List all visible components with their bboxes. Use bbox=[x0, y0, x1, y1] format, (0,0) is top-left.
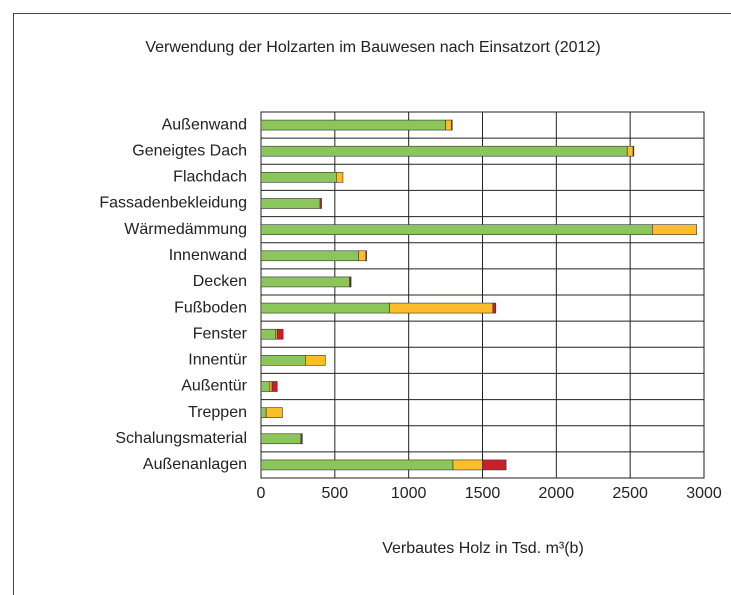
bar-segment bbox=[260, 119, 446, 131]
x-tick-label: 3000 bbox=[686, 485, 722, 502]
bar-segment bbox=[260, 355, 306, 366]
bar-segment bbox=[350, 276, 352, 288]
bar-segment bbox=[365, 250, 367, 262]
y-tick-label: Fußboden bbox=[174, 299, 247, 316]
y-tick-label: Fenster bbox=[193, 325, 248, 342]
bar-segment bbox=[260, 302, 390, 314]
bar-segment bbox=[319, 198, 322, 209]
bar-segment bbox=[358, 250, 367, 262]
bar-segment bbox=[269, 381, 273, 392]
y-tick-label: Treppen bbox=[188, 404, 247, 421]
y-tick-label: Flachdach bbox=[173, 169, 247, 186]
y-tick-label: Außenanlagen bbox=[143, 456, 247, 473]
y-tick-label: Decken bbox=[193, 273, 247, 290]
bar-segment bbox=[260, 276, 350, 288]
y-tick-label: Außentür bbox=[181, 378, 247, 395]
bar-segment bbox=[260, 250, 359, 262]
bar-segment bbox=[300, 433, 303, 445]
bar-segment bbox=[276, 328, 284, 340]
bar-segment bbox=[652, 224, 697, 235]
bar-segment bbox=[260, 145, 628, 157]
y-tick-label: Wärmedämmung bbox=[124, 221, 247, 238]
y-tick-label: Außenwand bbox=[162, 116, 247, 133]
bar-segment bbox=[492, 302, 497, 314]
bar-segment bbox=[260, 407, 267, 418]
y-tick-label: Innenwand bbox=[169, 247, 247, 264]
bar-segment bbox=[260, 224, 653, 235]
bar-segment bbox=[389, 302, 494, 314]
chart-title: Verwendung der Holzarten im Bauwesen nac… bbox=[145, 39, 600, 56]
bar-segment bbox=[336, 172, 344, 183]
x-tick-label: 1000 bbox=[391, 485, 427, 502]
bar-segment bbox=[260, 198, 321, 209]
y-tick-label: Innentür bbox=[188, 352, 247, 369]
bar-segment bbox=[452, 459, 483, 471]
bar-segment bbox=[260, 328, 277, 340]
x-tick-label: 500 bbox=[321, 485, 348, 502]
x-tick-label: 0 bbox=[257, 485, 266, 502]
x-axis-label: Verbautes Holz in Tsd. m³(b) bbox=[382, 540, 584, 557]
bar-segment bbox=[626, 145, 634, 157]
bar-segment bbox=[260, 459, 454, 471]
x-tick-label: 2000 bbox=[539, 485, 575, 502]
y-tick-label: Geneigtes Dach bbox=[132, 142, 247, 159]
bar-segment bbox=[632, 145, 635, 157]
bar-segment bbox=[445, 119, 452, 131]
bar-segment bbox=[260, 381, 271, 392]
bar-segment bbox=[482, 459, 507, 471]
bar-segment bbox=[260, 172, 337, 183]
bar-segment bbox=[451, 119, 453, 131]
y-tick-label: Fassadenbekleidung bbox=[99, 195, 247, 212]
y-tick-label: Schalungsmaterial bbox=[115, 430, 247, 447]
bar-segment bbox=[304, 355, 326, 366]
x-tick-label: 2500 bbox=[612, 485, 648, 502]
frame bbox=[13, 13, 731, 595]
bar-segment bbox=[265, 407, 283, 418]
bar-segment bbox=[260, 433, 302, 445]
x-tick-label: 1500 bbox=[465, 485, 501, 502]
bar-segment bbox=[271, 381, 278, 392]
